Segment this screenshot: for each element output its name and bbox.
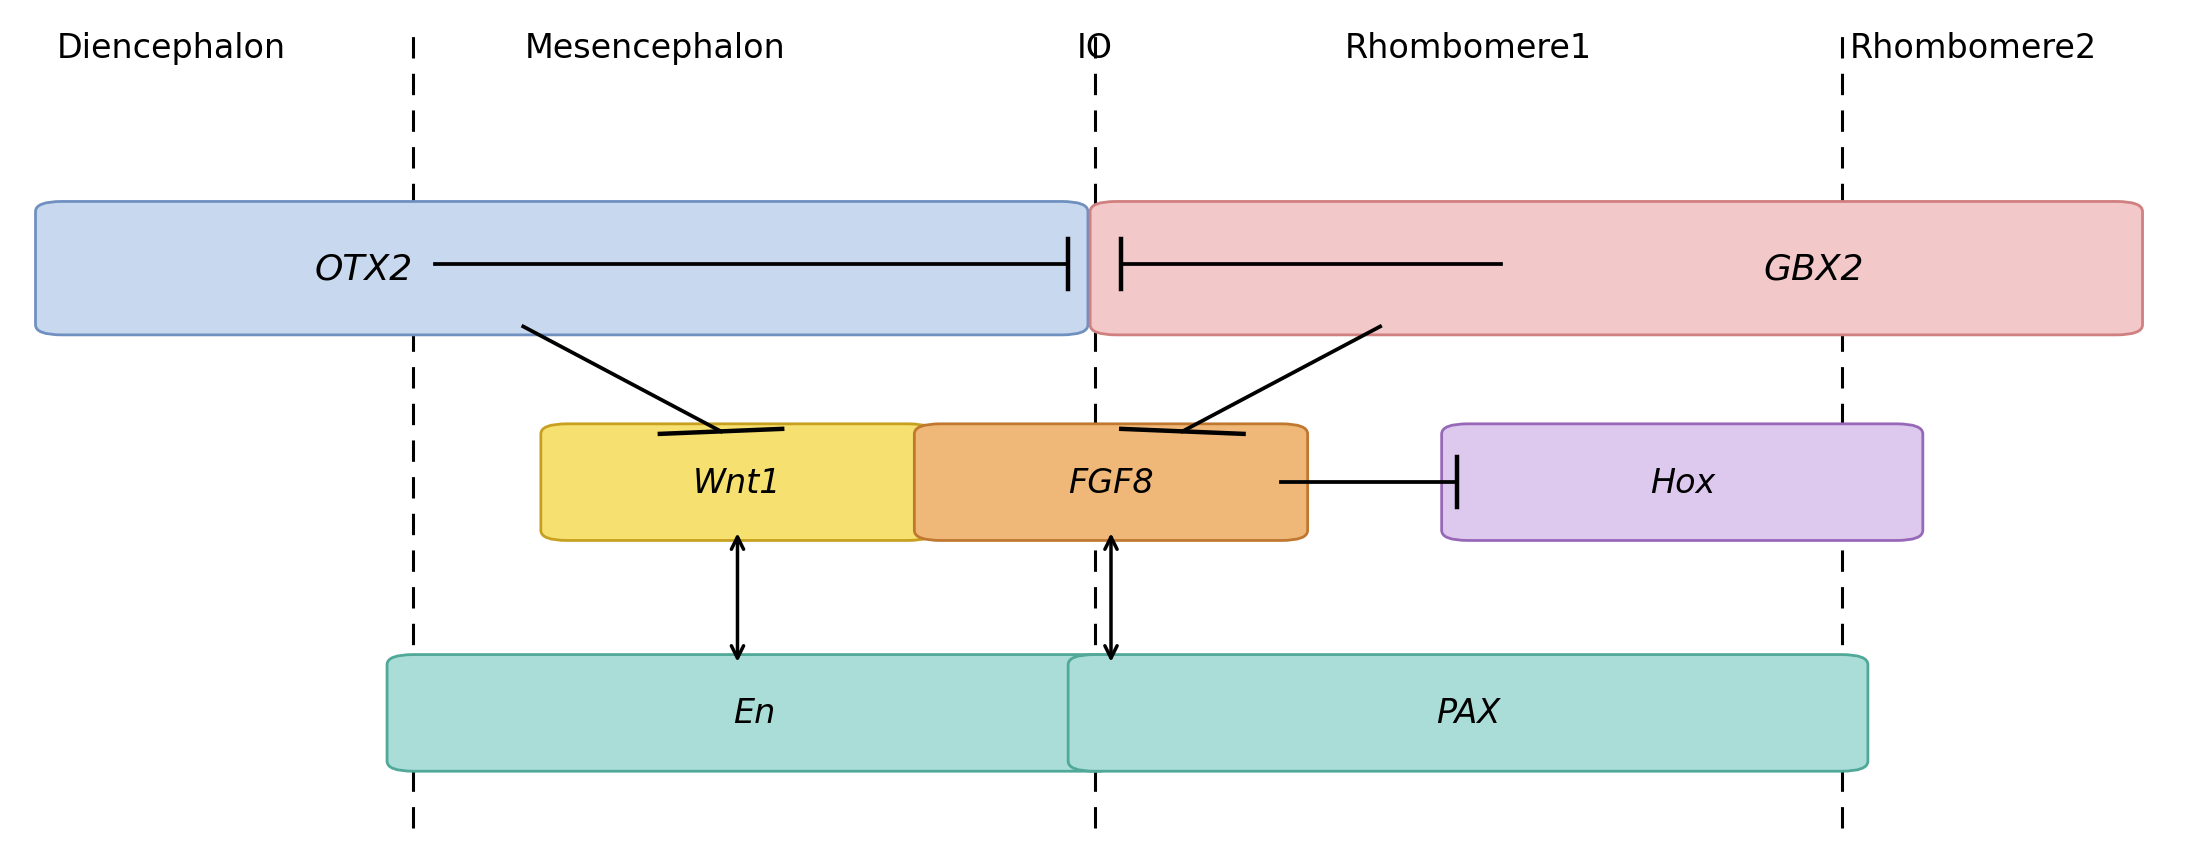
Text: Rhombomere1: Rhombomere1: [1344, 32, 1592, 65]
FancyBboxPatch shape: [915, 424, 1307, 541]
Text: Diencephalon: Diencephalon: [57, 32, 285, 65]
Text: FGF8: FGF8: [1068, 466, 1154, 499]
Text: OTX2: OTX2: [314, 252, 413, 285]
FancyBboxPatch shape: [1068, 655, 1868, 771]
FancyBboxPatch shape: [35, 202, 1088, 336]
Text: Mesencephalon: Mesencephalon: [524, 32, 785, 65]
FancyBboxPatch shape: [387, 655, 1121, 771]
Text: IO: IO: [1077, 32, 1112, 65]
Text: En: En: [732, 697, 776, 729]
Text: Hox: Hox: [1649, 466, 1716, 499]
Text: Rhombomere2: Rhombomere2: [1851, 32, 2096, 65]
Text: Wnt1: Wnt1: [694, 466, 783, 499]
Text: GBX2: GBX2: [1764, 252, 1864, 285]
FancyBboxPatch shape: [1442, 424, 1924, 541]
FancyBboxPatch shape: [542, 424, 933, 541]
FancyBboxPatch shape: [1090, 202, 2142, 336]
Text: PAX: PAX: [1435, 697, 1499, 729]
